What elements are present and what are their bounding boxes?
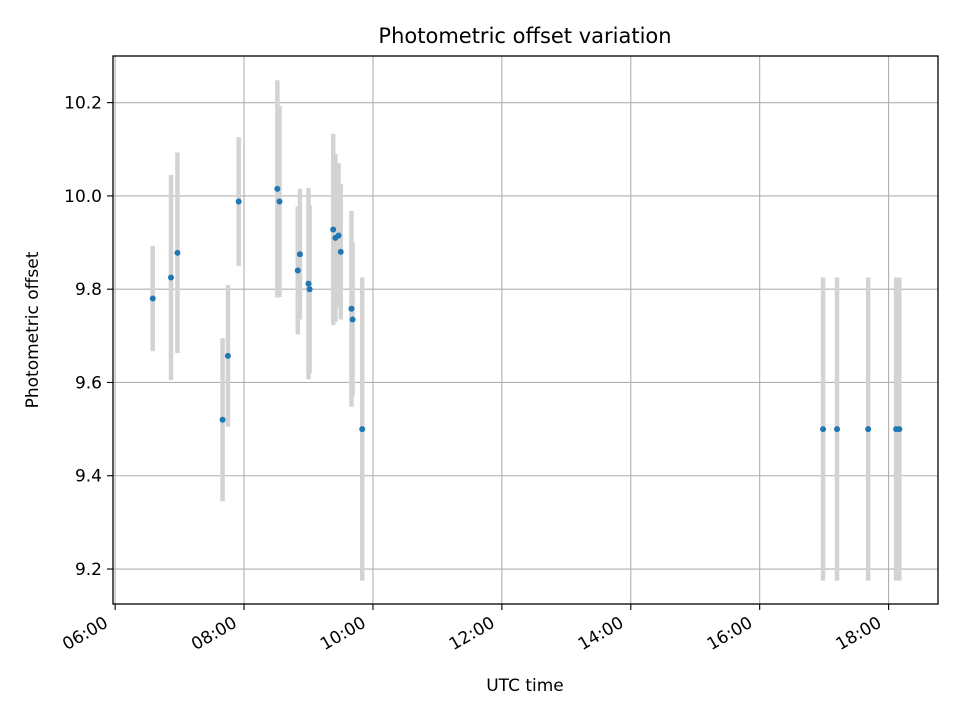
data-point — [865, 426, 872, 433]
y-tick-label: 10.0 — [64, 187, 102, 207]
data-point — [335, 232, 342, 239]
data-point — [276, 198, 283, 205]
plot-frame — [112, 55, 939, 605]
y-axis-ticks: 9.2 9.4 9.6 9.8 10.0 10.2 — [64, 94, 113, 580]
data-point — [330, 226, 337, 233]
data-point — [294, 267, 301, 274]
y-tick-label: 9.2 — [75, 560, 102, 580]
data-point — [149, 295, 156, 302]
y-tick-label: 9.6 — [75, 373, 102, 393]
data-point — [834, 426, 841, 433]
data-point — [306, 286, 313, 293]
data-point — [337, 248, 344, 255]
data-point — [348, 305, 355, 312]
data-point — [296, 251, 303, 258]
grid — [113, 56, 938, 604]
data-point — [359, 426, 366, 433]
data-point — [274, 185, 281, 192]
data-point — [820, 426, 827, 433]
data-point — [235, 198, 242, 205]
y-axis-label: Photometric offset — [23, 251, 43, 408]
data-point — [349, 316, 356, 323]
data-point — [224, 352, 231, 359]
y-tick-label: 9.8 — [75, 280, 102, 300]
y-tick-label: 10.2 — [64, 94, 102, 114]
data-point — [219, 416, 226, 423]
chart-title: Photometric offset variation — [378, 24, 671, 48]
y-tick-label: 9.4 — [75, 467, 102, 487]
x-axis-label: UTC time — [486, 676, 564, 696]
data-point — [305, 280, 312, 287]
data-points — [149, 185, 903, 433]
data-point — [896, 426, 903, 433]
data-point — [174, 249, 181, 256]
data-point — [168, 274, 175, 281]
